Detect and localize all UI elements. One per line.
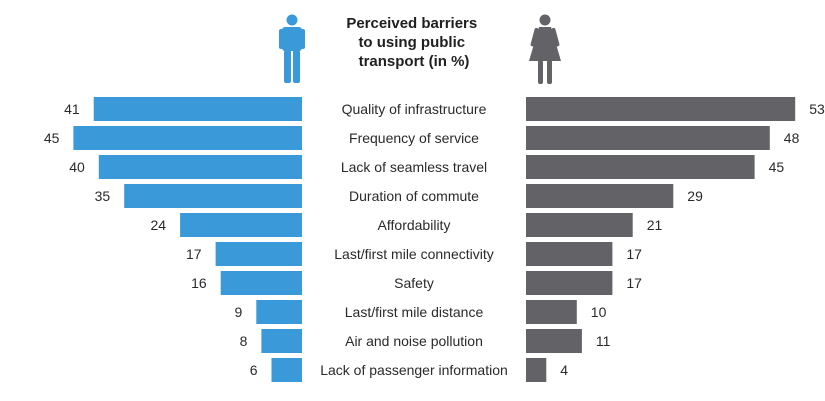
category-label: Lack of passenger information: [320, 362, 508, 378]
male-bar: [271, 358, 302, 382]
title-line-3: transport (in %): [359, 53, 470, 70]
category-label: Air and noise pollution: [345, 333, 483, 349]
male-value-label: 6: [250, 362, 258, 378]
female-bar: [526, 155, 755, 179]
female-value-label: 10: [591, 304, 607, 320]
male-bar: [73, 126, 303, 150]
category-label: Last/first mile connectivity: [334, 246, 494, 262]
title-line-2: to using public: [358, 34, 465, 51]
male-bar: [261, 329, 302, 353]
male-icon: [279, 14, 305, 83]
chart-title: Perceived barriers to using public trans…: [346, 15, 481, 70]
female-bar: [526, 242, 613, 266]
category-label: Frequency of service: [349, 130, 479, 146]
category-label: Lack of seamless travel: [341, 159, 487, 175]
female-value-label: 11: [596, 333, 611, 349]
category-label: Affordability: [378, 217, 451, 233]
female-value-label: 45: [769, 159, 785, 175]
female-value-label: 17: [626, 246, 642, 262]
male-value-label: 41: [64, 101, 80, 117]
female-bar: [526, 271, 613, 295]
female-value-label: 53: [809, 101, 825, 117]
male-value-label: 45: [44, 130, 60, 146]
male-value-label: 16: [191, 275, 207, 291]
male-bar: [98, 155, 302, 179]
male-bar: [124, 184, 302, 208]
category-label: Quality of infrastructure: [342, 101, 487, 117]
female-bar: [526, 213, 633, 237]
male-bar: [180, 213, 302, 237]
male-value-label: 17: [186, 246, 202, 262]
male-value-label: 24: [151, 217, 167, 233]
female-value-label: 4: [560, 362, 568, 378]
male-value-label: 35: [95, 188, 111, 204]
male-bar: [93, 97, 302, 121]
female-bar: [526, 300, 577, 324]
male-value-label: 8: [240, 333, 248, 349]
male-value-label: 9: [235, 304, 243, 320]
category-label: Duration of commute: [349, 188, 479, 204]
title-line-1: Perceived barriers: [346, 15, 477, 32]
male-value-label: 40: [69, 159, 85, 175]
category-label: Safety: [394, 275, 434, 291]
female-value-label: 29: [687, 188, 703, 204]
female-bar: [526, 329, 582, 353]
female-value-label: 48: [784, 130, 800, 146]
category-label: Last/first mile distance: [345, 304, 484, 320]
female-bar: [526, 184, 674, 208]
female-value-label: 17: [626, 275, 642, 291]
female-value-label: 21: [647, 217, 663, 233]
chart-rows: 41 Quality of infrastructure 53 45 Frequency…: [44, 97, 825, 382]
male-bar: [215, 242, 302, 266]
male-bar: [256, 300, 302, 324]
male-bar: [220, 271, 302, 295]
female-icon: [529, 14, 561, 84]
female-bar: [526, 358, 547, 382]
female-bar: [526, 97, 796, 121]
female-bar: [526, 126, 770, 150]
